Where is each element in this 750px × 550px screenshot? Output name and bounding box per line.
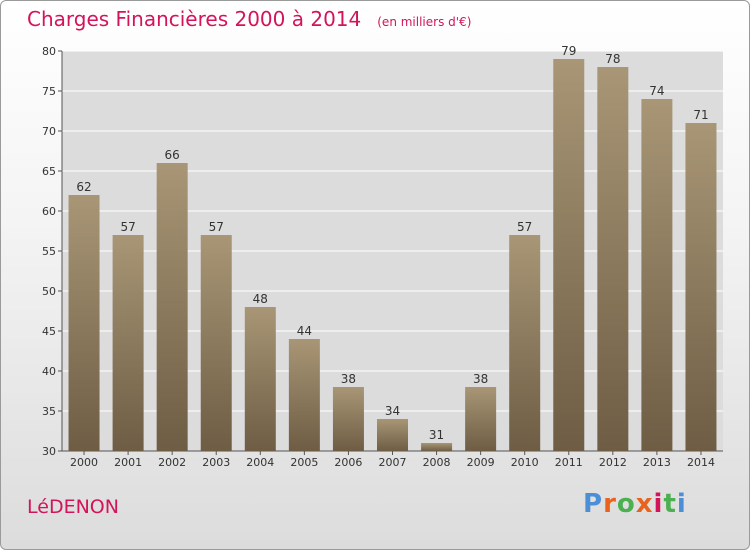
x-tick-label: 2004	[246, 456, 274, 469]
x-tick-label: 2001	[114, 456, 142, 469]
x-tick-label: 2007	[379, 456, 407, 469]
x-tick-label: 2000	[70, 456, 98, 469]
x-tick-label: 2005	[290, 456, 318, 469]
data-label: 31	[429, 428, 444, 442]
y-tick-label: 65	[42, 165, 56, 178]
logo-letter: x	[635, 489, 654, 519]
x-tick-label: 2012	[599, 456, 627, 469]
bar	[156, 163, 188, 451]
data-label: 79	[561, 44, 576, 58]
x-tick-label: 2003	[202, 456, 230, 469]
bar	[377, 419, 408, 451]
data-label: 74	[649, 84, 664, 98]
title-text: Charges Financières 2000 à 2014	[27, 7, 362, 31]
bar	[553, 59, 585, 451]
x-tick-label: 2013	[643, 456, 671, 469]
bar	[509, 235, 541, 451]
bar	[244, 307, 276, 451]
data-label: 62	[76, 180, 91, 194]
logo-letter: i	[676, 489, 687, 519]
bar	[421, 443, 453, 451]
y-tick-label: 55	[42, 245, 56, 258]
x-tick-label: 2014	[687, 456, 715, 469]
x-tick-label: 2002	[158, 456, 186, 469]
bar	[685, 123, 717, 451]
data-label: 57	[120, 220, 135, 234]
y-tick-label: 80	[42, 45, 56, 58]
logo-letter: P	[583, 489, 604, 519]
logo-letter: r	[603, 489, 617, 519]
y-tick-label: 45	[42, 325, 56, 338]
proxiti-logo: Proxiti	[583, 489, 687, 519]
bar	[597, 67, 629, 451]
data-label: 38	[473, 372, 488, 386]
y-tick-label: 75	[42, 85, 56, 98]
unit-label: (en milliers d'€)	[377, 15, 472, 29]
bar	[112, 235, 144, 451]
bar	[200, 235, 232, 451]
bar	[288, 339, 320, 451]
commune-name: LéDENON	[27, 496, 119, 518]
data-label: 57	[517, 220, 532, 234]
y-tick-label: 50	[42, 285, 56, 298]
bar	[332, 387, 364, 451]
x-tick-label: 2008	[423, 456, 451, 469]
bar	[68, 195, 100, 451]
x-tick-label: 2009	[467, 456, 495, 469]
logo-letter: o	[616, 489, 636, 519]
data-label: 44	[297, 324, 312, 338]
data-label: 71	[693, 108, 708, 122]
data-label: 57	[209, 220, 224, 234]
y-tick-label: 30	[42, 445, 56, 458]
bar	[465, 387, 497, 451]
chart-title: Charges Financières 2000 à 2014 (en milli…	[27, 7, 471, 31]
data-label: 66	[165, 148, 180, 162]
logo-letter: t	[663, 489, 677, 519]
x-tick-label: 2011	[555, 456, 583, 469]
y-tick-label: 40	[42, 365, 56, 378]
data-label: 38	[341, 372, 356, 386]
y-tick-label: 60	[42, 205, 56, 218]
data-label: 48	[253, 292, 268, 306]
x-tick-label: 2006	[334, 456, 362, 469]
data-label: 34	[385, 404, 400, 418]
y-tick-label: 70	[42, 125, 56, 138]
logo-letter: i	[653, 489, 664, 519]
bar	[641, 99, 673, 451]
x-tick-label: 2010	[511, 456, 539, 469]
data-label: 78	[605, 52, 620, 66]
y-tick-label: 35	[42, 405, 56, 418]
